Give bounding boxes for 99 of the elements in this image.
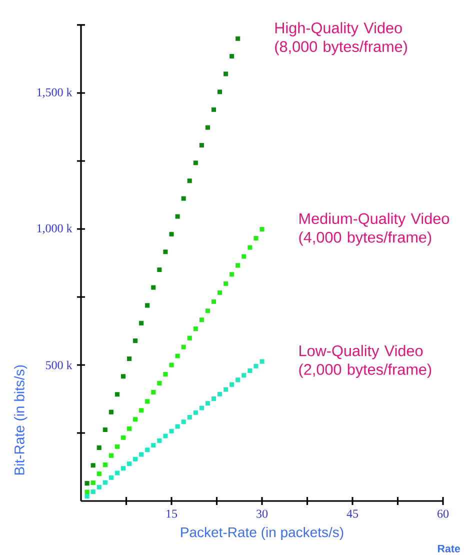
- point: [169, 428, 174, 434]
- point: [90, 489, 96, 494]
- point: [230, 382, 234, 387]
- point: [145, 303, 150, 308]
- text: Rate: [438, 544, 460, 552]
- point: [181, 420, 186, 424]
- point: [84, 490, 90, 494]
- point: [224, 281, 228, 286]
- point: [151, 442, 156, 448]
- point: [120, 466, 126, 471]
- point: [224, 387, 228, 392]
- point: [139, 320, 144, 326]
- point: [181, 196, 186, 201]
- point: [120, 435, 126, 440]
- point: [157, 438, 162, 443]
- point: [187, 178, 192, 184]
- point: [145, 448, 150, 452]
- y-tick-label: 500 k: [46, 360, 72, 370]
- point: [248, 368, 252, 373]
- point: [126, 461, 132, 466]
- point: [120, 374, 126, 379]
- point: [133, 456, 138, 462]
- point: [230, 272, 234, 277]
- point: [163, 434, 168, 438]
- point: [242, 254, 246, 259]
- point: [102, 462, 108, 468]
- point: [108, 410, 114, 414]
- point: [211, 107, 216, 112]
- x-tick-label: 15: [166, 510, 178, 518]
- point: [126, 356, 132, 362]
- point: [108, 453, 114, 458]
- point: [236, 263, 240, 268]
- point: [145, 399, 150, 404]
- point: [230, 54, 234, 59]
- point: [102, 427, 108, 432]
- text: High-Quality Video (8,000 bytes/frame): [275, 22, 407, 56]
- point: [84, 481, 90, 486]
- point: [169, 362, 174, 368]
- point: [157, 268, 162, 272]
- point: [224, 72, 228, 76]
- y-axis-title: Bit-Rate (in bits/s): [14, 365, 28, 475]
- point: [133, 338, 138, 344]
- point: [193, 410, 198, 415]
- y-tick-label: 1,000 k: [37, 224, 72, 234]
- point: [108, 475, 114, 480]
- point: [181, 344, 186, 350]
- point: [199, 318, 204, 322]
- point: [169, 232, 174, 236]
- x-tick-label: 30: [256, 510, 268, 518]
- point: [114, 444, 120, 449]
- point: [114, 470, 120, 476]
- point: [163, 250, 168, 254]
- point: [187, 336, 192, 340]
- point: [248, 245, 252, 250]
- point: [139, 408, 144, 413]
- point: [211, 396, 216, 401]
- point: [187, 414, 192, 420]
- point: [139, 452, 144, 457]
- point: [199, 406, 204, 410]
- x-tick-label: 60: [438, 510, 449, 518]
- point: [236, 36, 240, 41]
- point: [205, 308, 210, 314]
- text: Medium-Quality Video (4,000 bytes/frame): [299, 212, 450, 246]
- point: [84, 494, 90, 499]
- point: [217, 392, 222, 396]
- point: [96, 484, 102, 490]
- point: [242, 373, 246, 378]
- point: [260, 359, 264, 364]
- point: [254, 364, 258, 368]
- point: [217, 290, 222, 295]
- point: [157, 380, 162, 386]
- x-axis-title: Packet-Rate (in packets/s): [181, 526, 344, 540]
- point: [90, 480, 96, 486]
- point: [96, 472, 102, 476]
- point: [96, 445, 102, 450]
- point: [205, 125, 210, 130]
- x-tick-label: 45: [346, 510, 358, 518]
- y-tick-label: 1,500 k: [37, 88, 72, 98]
- point: [126, 426, 132, 431]
- point: [151, 390, 156, 394]
- point: [211, 299, 216, 304]
- point: [193, 160, 198, 166]
- point: [175, 424, 180, 429]
- point: [133, 417, 138, 422]
- point: [205, 401, 210, 406]
- point: [217, 90, 222, 94]
- point: [254, 236, 258, 241]
- point: [236, 378, 240, 382]
- point: [114, 392, 120, 397]
- point: [199, 142, 204, 148]
- point: [260, 226, 264, 232]
- text: Low-Quality Video (2,000 bytes/frame): [299, 344, 432, 378]
- point: [175, 354, 180, 358]
- point: [175, 214, 180, 219]
- point: [151, 285, 156, 290]
- point: [90, 463, 96, 468]
- point: [193, 326, 198, 332]
- point: [102, 480, 108, 485]
- point: [163, 372, 168, 377]
